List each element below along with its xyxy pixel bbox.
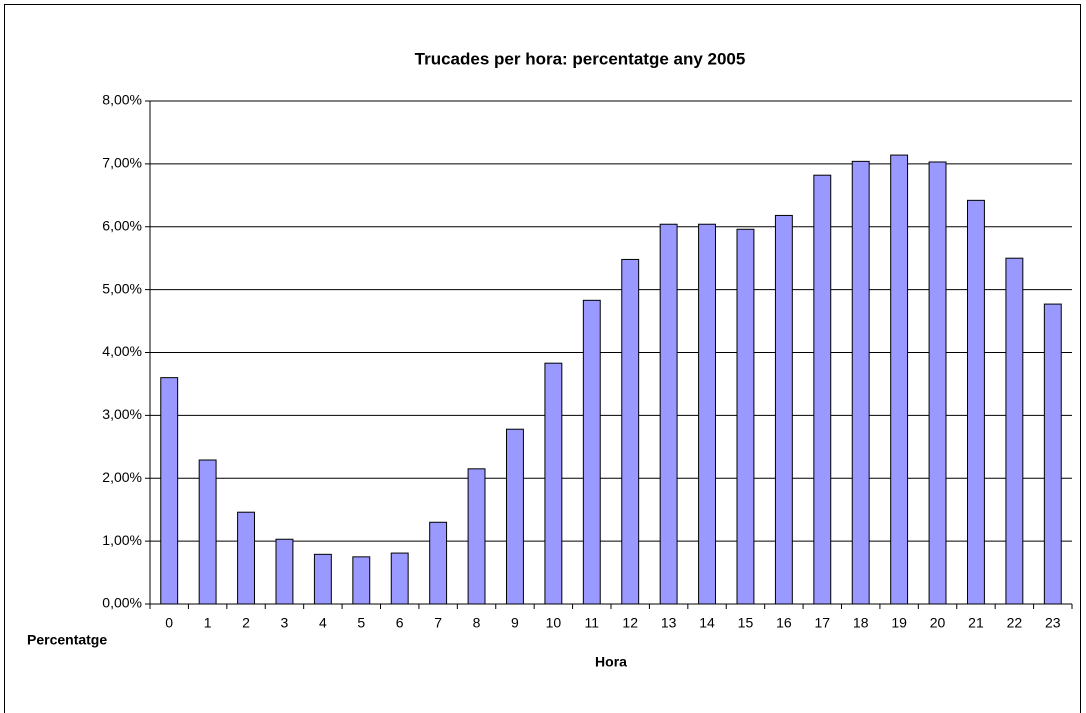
x-tick-label: 4 [319, 615, 327, 631]
bar [313, 553, 332, 605]
bar [198, 459, 217, 605]
bar [851, 160, 870, 605]
x-tick-label: 12 [622, 615, 638, 631]
x-tick-label: 2 [242, 615, 250, 631]
y-tick-label: 8,00% [102, 92, 142, 108]
bar [160, 377, 179, 605]
bar [544, 362, 563, 605]
bar [352, 556, 371, 605]
bar [582, 299, 601, 605]
x-tick-label: 3 [281, 615, 289, 631]
bar [467, 468, 486, 605]
x-tick-label: 8 [473, 615, 481, 631]
y-tick-label: 3,00% [102, 406, 142, 422]
x-tick-label: 20 [930, 615, 946, 631]
chart-title: Trucades per hora: percentatge any 2005 [415, 49, 746, 68]
bar [928, 161, 947, 605]
bar [506, 428, 524, 605]
x-tick-label: 7 [434, 615, 442, 631]
bar [275, 538, 294, 605]
bar [698, 223, 716, 605]
x-tick-label: 16 [776, 615, 792, 631]
y-tick-label: 7,00% [102, 155, 142, 171]
legend-entry: Percentatge [27, 632, 107, 648]
bar [429, 521, 448, 605]
chart-frame [4, 4, 1081, 713]
bar [967, 199, 985, 605]
x-tick-label: 9 [511, 615, 519, 631]
y-tick-label: 4,00% [102, 343, 142, 359]
y-tick-label: 0,00% [102, 595, 142, 611]
y-tick-label: 5,00% [102, 280, 142, 296]
x-tick-label: 18 [853, 615, 869, 631]
x-tick-label: 1 [204, 615, 212, 631]
x-tick-label: 21 [968, 615, 984, 631]
bar [736, 228, 755, 605]
x-tick-label: 17 [815, 615, 831, 631]
y-tick-label: 2,00% [102, 469, 142, 485]
bar [659, 223, 678, 605]
y-tick-label: 1,00% [102, 532, 142, 548]
x-tick-label: 23 [1045, 615, 1061, 631]
bar [621, 258, 640, 605]
x-tick-label: 19 [891, 615, 907, 631]
x-axis-label: Hora [595, 654, 627, 670]
bar [890, 154, 909, 605]
x-tick-label: 14 [699, 615, 715, 631]
bar [390, 552, 409, 605]
bar [237, 511, 255, 605]
bar [1005, 257, 1024, 605]
x-tick-label: 22 [1007, 615, 1023, 631]
bar [1043, 303, 1062, 605]
x-tick-label: 6 [396, 615, 404, 631]
y-tick-label: 6,00% [102, 217, 142, 233]
x-tick-label: 11 [585, 615, 600, 631]
x-tick-label: 0 [165, 615, 173, 631]
x-tick-label: 13 [661, 615, 677, 631]
bar [774, 214, 793, 605]
x-tick-label: 10 [546, 615, 562, 631]
bar [813, 174, 832, 605]
x-tick-label: 5 [357, 615, 365, 631]
x-tick-label: 15 [738, 615, 754, 631]
